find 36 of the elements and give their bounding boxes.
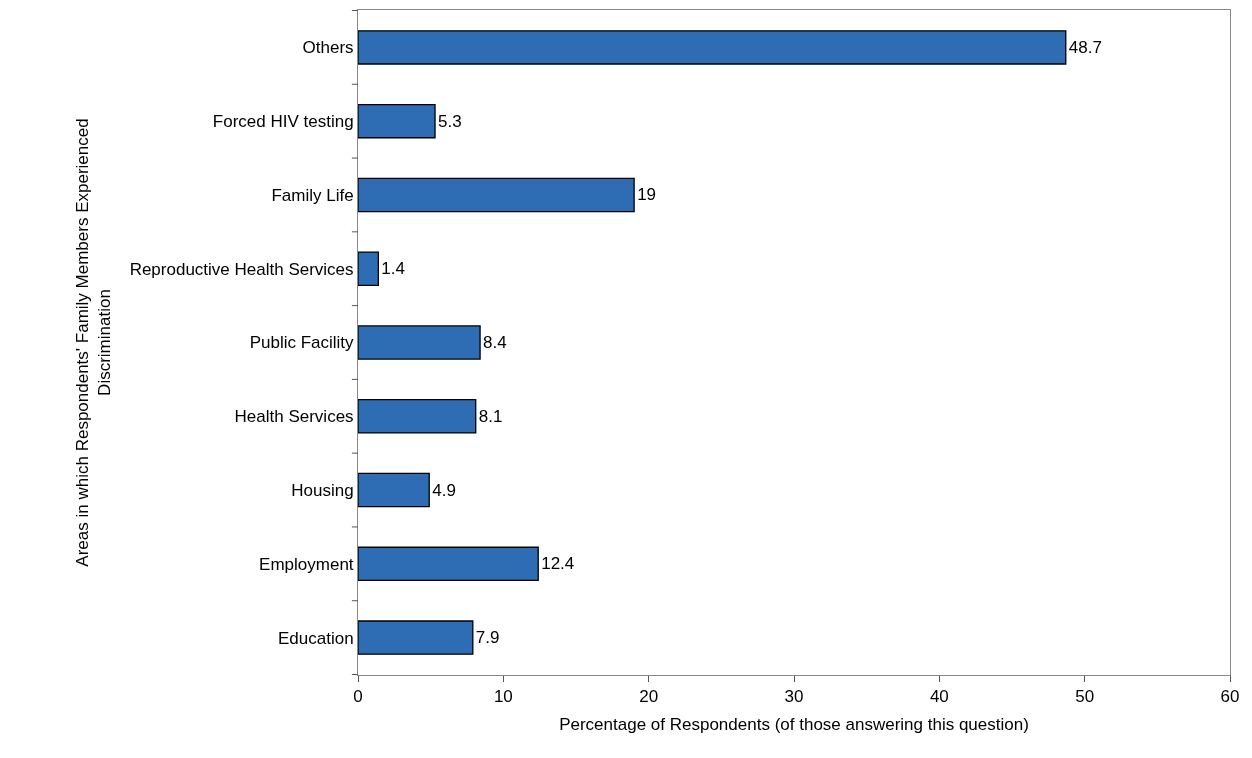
data-label: 48.7 (1068, 37, 1102, 57)
data-label: 8.1 (478, 406, 503, 426)
bar (358, 251, 379, 286)
data-label: 7.9 (475, 628, 500, 648)
x-tick-label: 40 (929, 687, 949, 707)
bar (358, 620, 474, 655)
bar (358, 546, 539, 582)
x-tick-label: 30 (784, 687, 804, 707)
bar (358, 472, 430, 508)
x-tick-label: 20 (639, 687, 659, 707)
y-tick-label: Forced HIV testing (212, 112, 354, 132)
bar (358, 177, 635, 213)
y-axis-title: Areas in which Respondents' Family Members Experienced Discrimination (73, 118, 115, 567)
data-label: 4.9 (432, 480, 456, 500)
data-label: 12.4 (541, 554, 575, 574)
y-tick-label: Employment (259, 554, 354, 574)
x-tick-label: 60 (1220, 687, 1240, 707)
y-tick-label: Others (302, 38, 354, 58)
x-tick-label: 50 (1075, 687, 1095, 707)
y-tick-label: Housing (291, 481, 354, 501)
y-tick-label: Public Facility (249, 333, 355, 353)
data-label: 19 (637, 185, 657, 205)
bar (358, 30, 1067, 65)
y-tick-label: Family Life (271, 185, 354, 205)
bar (358, 103, 436, 139)
y-tick-label: Education (277, 628, 354, 648)
y-tick-label: Health Services (234, 407, 354, 427)
data-label: 5.3 (438, 111, 462, 131)
y-tick-label: Reproductive Health Services (129, 259, 354, 279)
bar (358, 325, 481, 360)
x-tick-label: 10 (493, 687, 513, 707)
x-axis-title: Percentage of Respondents (of those answering this question) (559, 714, 1029, 734)
x-tick-label: 0 (353, 687, 363, 707)
data-label: 8.4 (483, 333, 507, 352)
data-label: 1.4 (381, 259, 405, 279)
bar (358, 399, 477, 434)
